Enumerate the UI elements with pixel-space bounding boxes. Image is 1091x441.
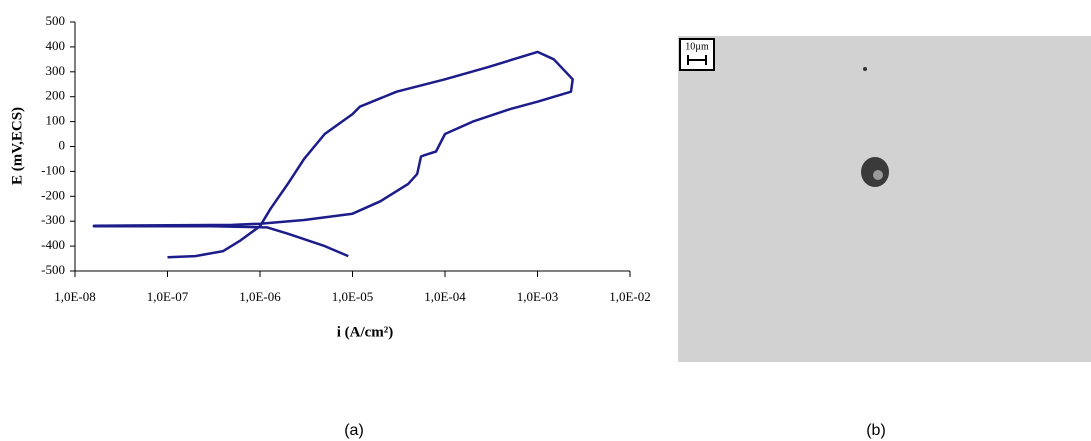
y-tick-label: -200 <box>41 187 65 202</box>
pit-highlight <box>873 170 883 180</box>
y-tick-label: 100 <box>46 113 66 128</box>
y-tick-label: -400 <box>41 237 65 252</box>
y-tick-label: 300 <box>46 63 66 78</box>
y-tick-label: 0 <box>59 137 66 152</box>
scale-box <box>679 38 715 71</box>
x-tick-label: 1,0E-04 <box>424 289 466 304</box>
caption: (a) <box>344 422 364 439</box>
x-tick-label: 1,0E-03 <box>517 289 559 304</box>
y-tick-label: -300 <box>41 212 65 227</box>
scale-label: 10µm <box>685 41 709 52</box>
y-tick-label: 200 <box>46 88 66 103</box>
y-tick-label: -500 <box>41 262 65 277</box>
micrograph-image <box>678 36 1091 362</box>
caption: (b) <box>866 422 886 439</box>
y-tick-label: 500 <box>46 13 66 28</box>
x-tick-label: 1,0E-08 <box>54 289 96 304</box>
x-tick-label: 1,0E-07 <box>147 289 189 304</box>
speck <box>863 67 867 71</box>
micrograph: 10µm <box>678 36 1091 362</box>
x-tick-label: 1,0E-05 <box>332 289 374 304</box>
data-line <box>92 50 574 259</box>
y-tick-label: 400 <box>46 38 66 53</box>
x-axis-label: i (A/cm²) <box>337 324 394 340</box>
x-tick-label: 1,0E-02 <box>609 289 651 304</box>
x-tick-label: 1,0E-06 <box>239 289 281 304</box>
y-axis-label: E (mV,ECS) <box>9 107 25 185</box>
y-tick-label: -100 <box>41 162 65 177</box>
